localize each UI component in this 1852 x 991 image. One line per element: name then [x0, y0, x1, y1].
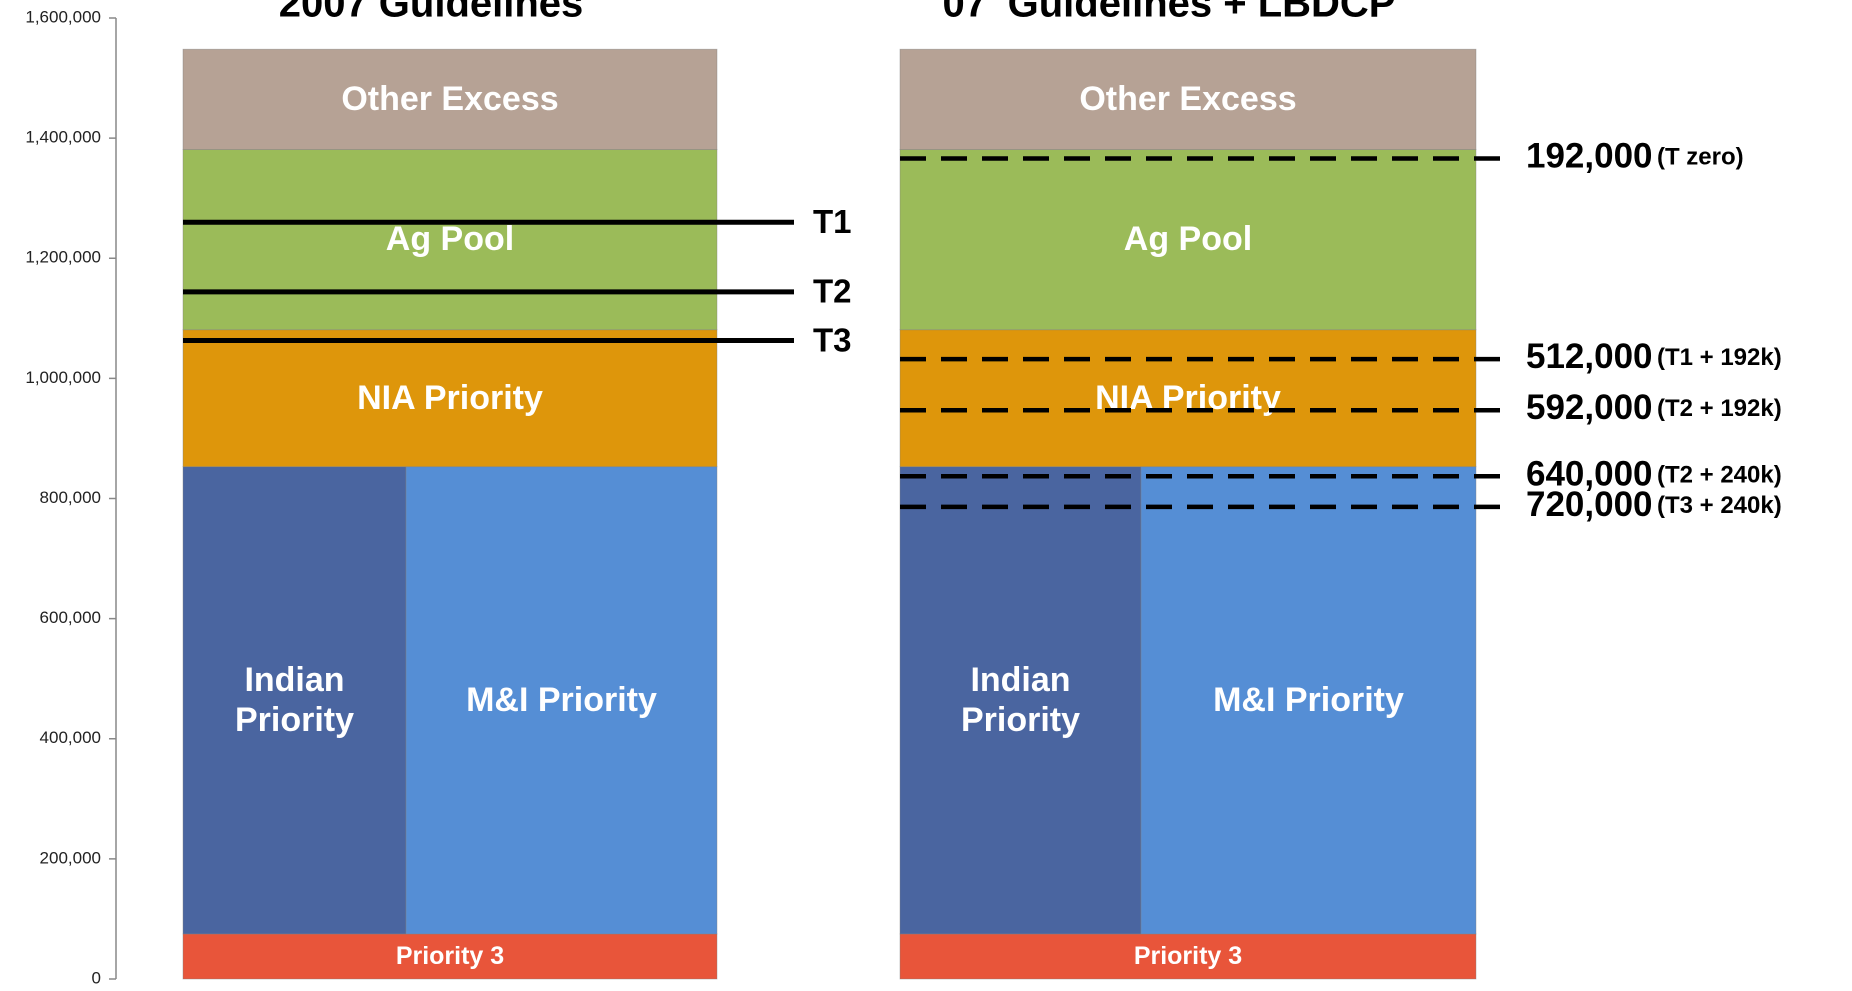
tier-label: T1 [813, 203, 852, 240]
column-title: 2007 Guidelines [279, 0, 584, 26]
segment-label-wrap: M&I Priority [406, 467, 717, 934]
segment-label: Priority 3 [1133, 942, 1243, 971]
tier-amount: 512,000 [1526, 337, 1653, 376]
segment-label: Ag Pool [385, 220, 515, 259]
segment-label-box: M&I Priority [1141, 467, 1476, 934]
tier-note: (T3 + 240k) [1657, 492, 1782, 519]
tier-amount: 720,000 [1526, 485, 1653, 524]
segment-label-wrap: Priority 3 [183, 934, 717, 979]
tier-label: 592,000 (T2 + 192k) [1526, 388, 1782, 427]
segment-label-wrap: Indian Priority [183, 467, 406, 934]
y-tick-label: 0 [92, 968, 101, 987]
tier-label: T3 [813, 321, 852, 358]
y-tick-label: 400,000 [40, 728, 101, 747]
bar-segment [899, 933, 1477, 980]
y-tick-label: 1,400,000 [25, 128, 101, 147]
segment-label-box: NIA Priority [900, 330, 1476, 467]
bar-segment [1140, 466, 1477, 935]
segment-label: NIA Priority [1095, 378, 1281, 417]
segment-label-box: Indian Priority [183, 467, 406, 934]
y-tick-label: 1,600,000 [25, 7, 101, 26]
tier-amount: 640,000 [1526, 455, 1653, 494]
bar-segment [899, 329, 1477, 468]
tier-note: (T zero) [1657, 144, 1744, 171]
segment-label: Indian Priority [234, 660, 355, 740]
segment-label-box: Other Excess [183, 49, 717, 149]
y-tick-label: 600,000 [40, 608, 101, 627]
segment-label-box: Other Excess [900, 49, 1476, 149]
segment-label-wrap: M&I Priority [1141, 467, 1476, 934]
segment-label-wrap: Other Excess [900, 49, 1476, 149]
segment-label-wrap: Ag Pool [900, 150, 1476, 330]
tier-label: 512,000 (T1 + 192k) [1526, 337, 1782, 376]
tier-label: 640,000 (T2 + 240k) [1526, 455, 1782, 494]
tier-label: 720,000 (T3 + 240k) [1526, 485, 1782, 524]
segment-label: Ag Pool [1123, 220, 1253, 259]
tier-label: 192,000 (T zero) [1526, 137, 1744, 176]
tier-amount: 592,000 [1526, 388, 1653, 427]
segment-label-box: M&I Priority [406, 467, 717, 934]
y-tick-label: 200,000 [40, 848, 101, 867]
y-tick-label: 1,000,000 [25, 368, 101, 387]
bar-segment [182, 149, 718, 331]
tier-label: T2 [813, 273, 852, 310]
segment-label: NIA Priority [357, 378, 543, 417]
bar-segment [405, 466, 718, 935]
tier-note: (T1 + 192k) [1657, 344, 1782, 371]
segment-label: Other Excess [1079, 79, 1297, 118]
segment-label-box: Ag Pool [900, 150, 1476, 330]
segment-label-box: Priority 3 [900, 934, 1476, 979]
segment-label: M&I Priority [1213, 680, 1404, 719]
segment-label: M&I Priority [466, 680, 657, 719]
column-title: 07' Guidelines + LBDCP [943, 0, 1396, 26]
y-tick-label: 800,000 [40, 488, 101, 507]
bar-segment [182, 48, 718, 150]
segment-label-wrap: NIA Priority [900, 330, 1476, 467]
segment-label-wrap: Ag Pool [183, 150, 717, 330]
segment-label: Other Excess [341, 79, 559, 118]
segment-label-wrap: NIA Priority [183, 330, 717, 467]
segment-label-wrap: Indian Priority [900, 467, 1141, 934]
tier-note: (T2 + 240k) [1657, 462, 1782, 489]
tier-note: (T2 + 192k) [1657, 396, 1782, 423]
bar-segment [899, 48, 1477, 150]
segment-label-box: Ag Pool [183, 150, 717, 330]
bar-segment [182, 329, 718, 468]
segment-label: Priority 3 [395, 942, 505, 971]
segment-label-box: Indian Priority [900, 467, 1141, 934]
segment-label-box: Priority 3 [183, 934, 717, 979]
bar-segment [182, 466, 407, 935]
y-tick-label: 1,200,000 [25, 248, 101, 267]
tier-amount: 192,000 [1526, 137, 1653, 176]
segment-label-wrap: Priority 3 [900, 934, 1476, 979]
segment-label-box: NIA Priority [183, 330, 717, 467]
segment-label-wrap: Other Excess [183, 49, 717, 149]
segment-label: Indian Priority [960, 660, 1081, 740]
